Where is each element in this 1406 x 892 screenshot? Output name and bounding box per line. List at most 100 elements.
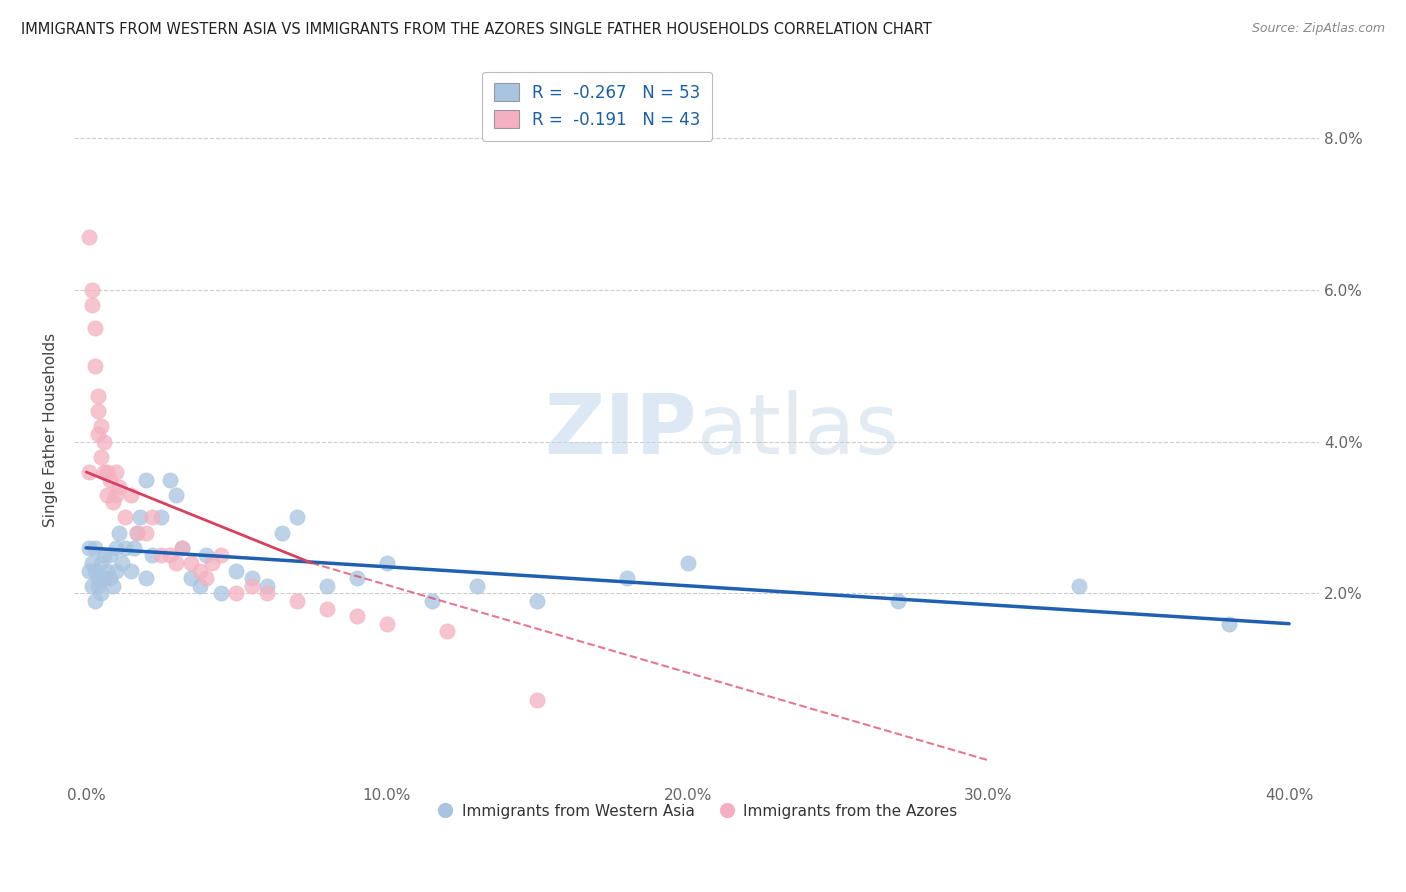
Point [375, 556, 398, 570]
Point [87, 571, 110, 585]
Point [135, 473, 157, 487]
Point [108, 525, 131, 540]
Point [82, 579, 104, 593]
Point [84, 359, 107, 373]
Point [105, 488, 128, 502]
Point [93, 571, 115, 585]
Text: atlas: atlas [696, 390, 898, 471]
Point [114, 510, 136, 524]
Point [127, 525, 149, 540]
Point [172, 541, 194, 555]
Point [87, 579, 110, 593]
Point [887, 594, 910, 608]
Point [150, 510, 173, 524]
Point [77, 541, 100, 555]
Point [465, 579, 488, 593]
Point [676, 556, 699, 570]
Point [105, 541, 128, 555]
Point [285, 594, 308, 608]
Point [159, 549, 181, 563]
Point [90, 450, 112, 464]
Point [436, 624, 458, 639]
Point [285, 510, 308, 524]
Point [375, 616, 398, 631]
Point [103, 579, 125, 593]
Text: Source: ZipAtlas.com: Source: ZipAtlas.com [1251, 22, 1385, 36]
Point [420, 594, 443, 608]
Point [141, 510, 163, 524]
Point [114, 541, 136, 555]
Point [211, 586, 233, 600]
Point [105, 564, 128, 578]
Point [315, 601, 337, 615]
Point [315, 579, 337, 593]
Text: IMMIGRANTS FROM WESTERN ASIA VS IMMIGRANTS FROM THE AZORES SINGLE FATHER HOUSEHO: IMMIGRANTS FROM WESTERN ASIA VS IMMIGRAN… [21, 22, 932, 37]
Point [190, 564, 212, 578]
Point [105, 465, 128, 479]
Point [108, 480, 131, 494]
Legend: Immigrants from Western Asia, Immigrants from the Azores: Immigrants from Western Asia, Immigrants… [429, 797, 963, 825]
Point [103, 495, 125, 509]
Point [87, 389, 110, 403]
Point [120, 488, 142, 502]
Point [526, 692, 548, 706]
Point [87, 404, 110, 418]
Point [256, 586, 278, 600]
Point [98, 473, 121, 487]
Point [256, 579, 278, 593]
Point [135, 571, 157, 585]
Point [616, 571, 638, 585]
Point [77, 564, 100, 578]
Point [346, 609, 368, 624]
Point [90, 419, 112, 434]
Point [211, 549, 233, 563]
Point [84, 594, 107, 608]
Point [98, 571, 121, 585]
Point [129, 510, 152, 524]
Point [96, 465, 118, 479]
Point [82, 298, 104, 312]
Point [1218, 616, 1240, 631]
Point [111, 556, 134, 570]
Point [159, 473, 181, 487]
Y-axis label: Single Father Households: Single Father Households [44, 334, 58, 527]
Point [150, 549, 173, 563]
Point [84, 541, 107, 555]
Point [84, 321, 107, 335]
Point [82, 283, 104, 297]
Point [172, 541, 194, 555]
Point [1067, 579, 1090, 593]
Point [84, 564, 107, 578]
Point [141, 549, 163, 563]
Point [90, 586, 112, 600]
Point [93, 549, 115, 563]
Point [77, 465, 100, 479]
Point [225, 586, 247, 600]
Point [201, 556, 224, 570]
Point [180, 571, 202, 585]
Point [98, 549, 121, 563]
Point [77, 229, 100, 244]
Point [120, 564, 142, 578]
Point [165, 556, 187, 570]
Point [87, 427, 110, 442]
Point [526, 594, 548, 608]
Point [165, 488, 187, 502]
Point [93, 434, 115, 449]
Point [346, 571, 368, 585]
Point [96, 488, 118, 502]
Point [127, 525, 149, 540]
Text: ZIP: ZIP [544, 390, 696, 471]
Point [180, 556, 202, 570]
Point [240, 579, 263, 593]
Point [195, 571, 218, 585]
Point [225, 564, 247, 578]
Point [82, 556, 104, 570]
Point [93, 465, 115, 479]
Point [270, 525, 292, 540]
Point [96, 564, 118, 578]
Point [240, 571, 263, 585]
Point [122, 541, 145, 555]
Point [190, 579, 212, 593]
Point [195, 549, 218, 563]
